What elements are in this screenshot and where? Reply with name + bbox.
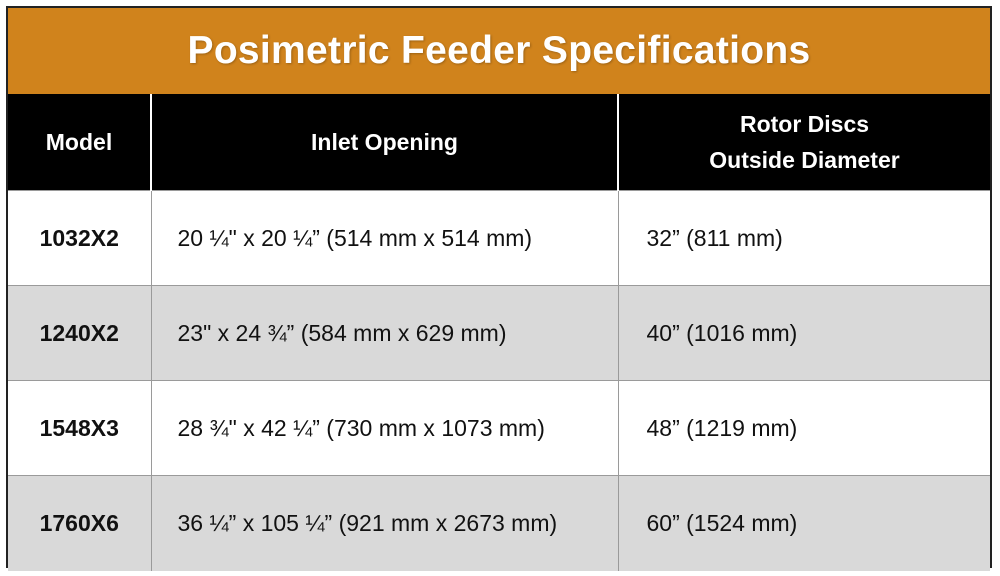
table-row: 1760X6 36 ¼” x 105 ¼” (921 mm x 2673 mm)…	[8, 475, 990, 571]
model-cell: 1032X2	[8, 190, 151, 286]
table-row: 1032X2 20 ¼" x 20 ¼” (514 mm x 514 mm) 3…	[8, 190, 990, 286]
specifications-table: Model Inlet Opening Rotor Discs Outside …	[8, 94, 990, 571]
rotor-diameter-cell: 40” (1016 mm)	[617, 285, 990, 381]
column-header-inlet-opening: Inlet Opening	[150, 94, 618, 191]
model-cell: 1548X3	[8, 380, 151, 476]
inlet-opening-cell: 36 ¼” x 105 ¼” (921 mm x 2673 mm)	[150, 475, 618, 571]
table-row: 1240X2 23" x 24 ¾” (584 mm x 629 mm) 40”…	[8, 285, 990, 381]
inlet-opening-cell: 23" x 24 ¾” (584 mm x 629 mm)	[150, 285, 618, 381]
rotor-diameter-cell: 32” (811 mm)	[617, 190, 990, 286]
rotor-diameter-cell: 60” (1524 mm)	[617, 475, 990, 571]
specifications-table-frame: Posimetric Feeder Specifications Model I…	[6, 6, 992, 571]
model-cell: 1240X2	[8, 285, 151, 381]
rotor-diameter-cell: 48” (1219 mm)	[617, 380, 990, 476]
table-row: 1548X3 28 ¾" x 42 ¼” (730 mm x 1073 mm) …	[8, 380, 990, 476]
rotor-header-line-1: Rotor Discs	[739, 111, 870, 137]
column-header-model: Model	[8, 94, 151, 191]
inlet-opening-cell: 20 ¼" x 20 ¼” (514 mm x 514 mm)	[150, 190, 618, 286]
table-title: Posimetric Feeder Specifications	[8, 8, 990, 94]
inlet-opening-cell: 28 ¾" x 42 ¼” (730 mm x 1073 mm)	[150, 380, 618, 476]
rotor-header-line-2: Outside Diameter	[709, 147, 900, 173]
model-cell: 1760X6	[8, 475, 151, 571]
header-row: Model Inlet Opening Rotor Discs Outside …	[8, 94, 990, 191]
column-header-rotor-discs: Rotor Discs Outside Diameter	[617, 94, 990, 191]
